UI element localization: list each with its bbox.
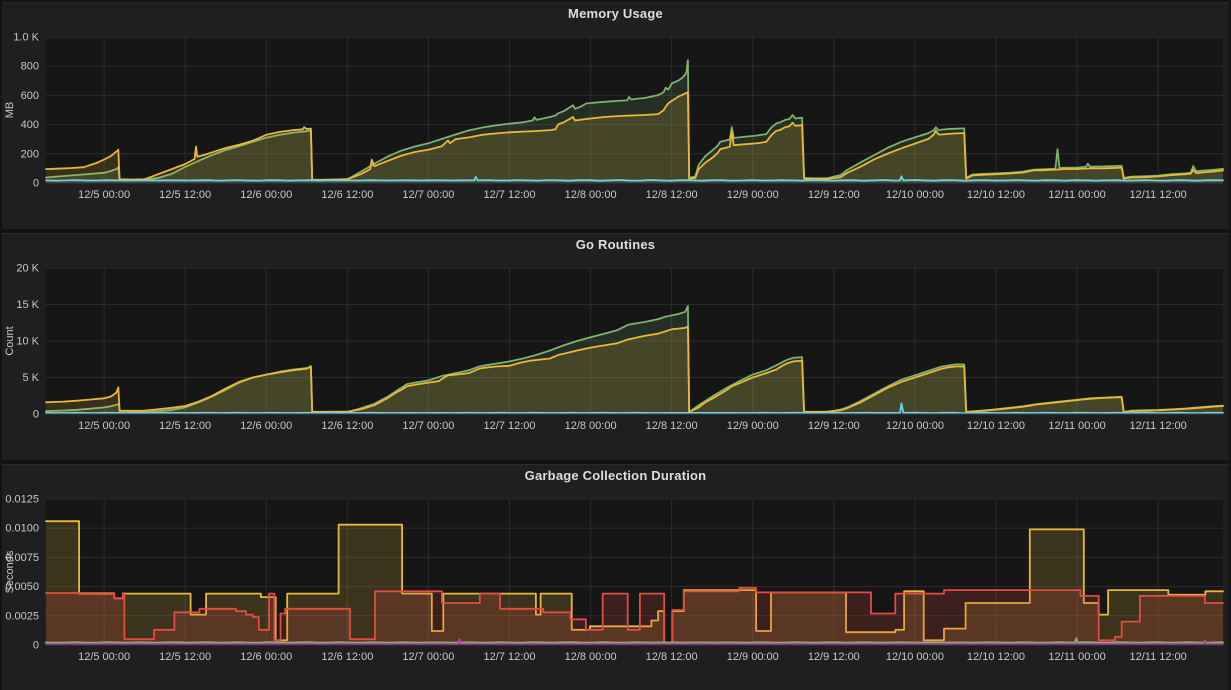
svg-text:12/11 12:00: 12/11 12:00 bbox=[1129, 420, 1186, 432]
svg-text:12/10 12:00: 12/10 12:00 bbox=[967, 651, 1025, 663]
panel-title-memory-usage[interactable]: Memory Usage bbox=[568, 6, 663, 21]
svg-text:12/8 00:00: 12/8 00:00 bbox=[565, 420, 617, 432]
svg-text:0.0100: 0.0100 bbox=[5, 523, 39, 535]
svg-text:12/5 00:00: 12/5 00:00 bbox=[78, 420, 130, 432]
memory-usage-chart: 0 200 400 600 800 1.0 K 12/5 00:00 12/5 12:00 12… bbox=[4, 32, 1224, 201]
svg-text:12/5 00:00: 12/5 00:00 bbox=[78, 189, 130, 201]
panel-gc-duration: Garbage Collection Duration 0 0.0025 0.005… bbox=[2, 464, 1229, 690]
svg-text:12/8 12:00: 12/8 12:00 bbox=[646, 651, 698, 663]
svg-text:15 K: 15 K bbox=[16, 299, 39, 311]
svg-text:12/9 12:00: 12/9 12:00 bbox=[808, 420, 860, 432]
svg-text:0.0125: 0.0125 bbox=[5, 494, 39, 506]
svg-text:12/9 00:00: 12/9 00:00 bbox=[727, 420, 779, 432]
go-routines-chart: 0 5 K 10 K 15 K 20 K 12/5 00:00 12/5 12:00 12/6… bbox=[4, 263, 1224, 432]
svg-text:20 K: 20 K bbox=[16, 263, 39, 275]
svg-text:200: 200 bbox=[21, 148, 39, 160]
svg-text:12/10 00:00: 12/10 00:00 bbox=[886, 651, 944, 663]
gc-duration-chart: 0 0.0025 0.0050 0.0075 0.0100 0.0125 12/5 00:0… bbox=[4, 494, 1224, 663]
svg-text:12/10 12:00: 12/10 12:00 bbox=[967, 420, 1025, 432]
svg-text:0.0075: 0.0075 bbox=[5, 552, 39, 564]
svg-text:0: 0 bbox=[33, 409, 39, 421]
svg-text:12/6 00:00: 12/6 00:00 bbox=[240, 189, 292, 201]
svg-text:12/8 12:00: 12/8 12:00 bbox=[646, 420, 698, 432]
svg-text:400: 400 bbox=[21, 119, 39, 131]
svg-text:12/11 00:00: 12/11 00:00 bbox=[1048, 420, 1105, 432]
svg-text:600: 600 bbox=[21, 90, 39, 102]
svg-text:12/6 12:00: 12/6 12:00 bbox=[321, 420, 373, 432]
svg-text:12/7 12:00: 12/7 12:00 bbox=[484, 420, 536, 432]
svg-text:12/11 12:00: 12/11 12:00 bbox=[1129, 651, 1186, 663]
svg-text:0.0025: 0.0025 bbox=[5, 610, 39, 622]
svg-text:12/6 00:00: 12/6 00:00 bbox=[240, 651, 292, 663]
svg-text:12/7 00:00: 12/7 00:00 bbox=[402, 420, 454, 432]
y-axis-label: Count bbox=[4, 326, 16, 355]
svg-text:12/11 00:00: 12/11 00:00 bbox=[1048, 189, 1105, 201]
svg-text:12/8 00:00: 12/8 00:00 bbox=[565, 651, 617, 663]
svg-text:12/7 00:00: 12/7 00:00 bbox=[402, 189, 454, 201]
svg-text:0: 0 bbox=[33, 178, 39, 190]
panel-title-gc-duration[interactable]: Garbage Collection Duration bbox=[524, 468, 707, 483]
svg-text:12/11 00:00: 12/11 00:00 bbox=[1048, 651, 1105, 663]
svg-text:12/8 00:00: 12/8 00:00 bbox=[565, 189, 617, 201]
svg-text:12/5 12:00: 12/5 12:00 bbox=[159, 420, 211, 432]
svg-text:12/7 00:00: 12/7 00:00 bbox=[402, 651, 454, 663]
svg-text:10 K: 10 K bbox=[16, 336, 39, 348]
svg-text:12/7 12:00: 12/7 12:00 bbox=[484, 651, 536, 663]
svg-text:12/5 12:00: 12/5 12:00 bbox=[159, 651, 211, 663]
svg-text:5 K: 5 K bbox=[22, 372, 39, 384]
svg-text:12/9 00:00: 12/9 00:00 bbox=[727, 651, 779, 663]
svg-text:12/8 12:00: 12/8 12:00 bbox=[646, 189, 698, 201]
svg-text:0.0050: 0.0050 bbox=[5, 581, 39, 593]
svg-text:12/9 12:00: 12/9 12:00 bbox=[808, 651, 860, 663]
svg-text:0: 0 bbox=[33, 640, 39, 652]
svg-text:12/5 00:00: 12/5 00:00 bbox=[78, 651, 130, 663]
y-axis-label: MB bbox=[4, 102, 16, 119]
svg-text:12/11 12:00: 12/11 12:00 bbox=[1129, 189, 1186, 201]
y-axis-label: Seconds bbox=[4, 550, 16, 593]
svg-text:12/10 00:00: 12/10 00:00 bbox=[886, 189, 944, 201]
svg-text:12/6 00:00: 12/6 00:00 bbox=[240, 420, 292, 432]
svg-text:12/6 12:00: 12/6 12:00 bbox=[321, 189, 373, 201]
panel-memory-usage: Memory Usage 0 200 400 600 800 1.0 K 12/5 00:0… bbox=[2, 2, 1229, 229]
panel-title-go-routines[interactable]: Go Routines bbox=[575, 237, 656, 252]
svg-text:800: 800 bbox=[21, 61, 39, 73]
svg-text:1.0 K: 1.0 K bbox=[13, 32, 39, 44]
svg-text:12/7 12:00: 12/7 12:00 bbox=[484, 189, 536, 201]
svg-text:12/10 12:00: 12/10 12:00 bbox=[967, 189, 1025, 201]
svg-text:12/6 12:00: 12/6 12:00 bbox=[321, 651, 373, 663]
svg-text:12/9 12:00: 12/9 12:00 bbox=[808, 189, 860, 201]
svg-text:12/9 00:00: 12/9 00:00 bbox=[727, 189, 779, 201]
svg-text:12/5 12:00: 12/5 12:00 bbox=[159, 189, 211, 201]
panel-go-routines: Go Routines 0 5 K 10 K 15 K 20 K 12/5 00:00 12… bbox=[2, 233, 1229, 460]
svg-text:12/10 00:00: 12/10 00:00 bbox=[886, 420, 944, 432]
